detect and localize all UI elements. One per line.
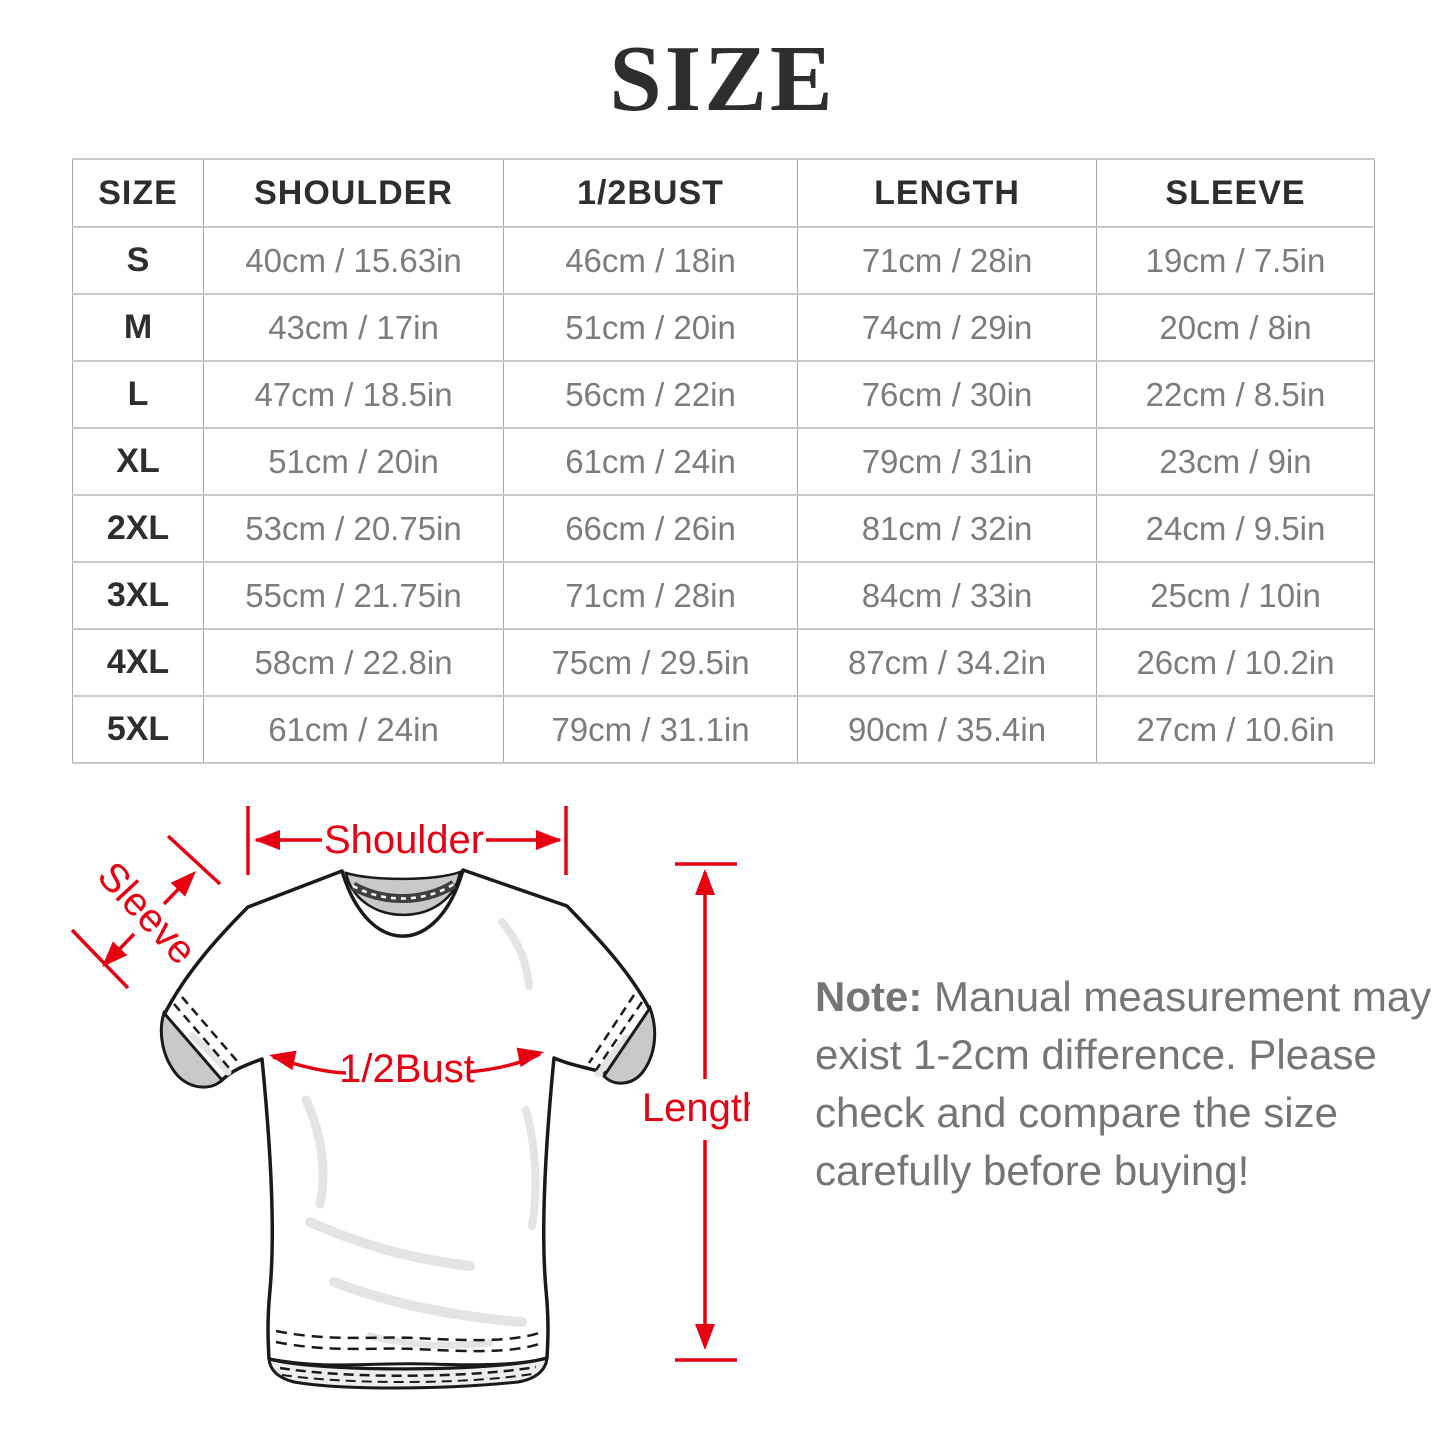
table-row: S 40cm / 15.63in 46cm / 18in 71cm / 28in 19c… xyxy=(72,226,1375,295)
table-row: 2XL 53cm / 20.75in 66cm / 26in 81cm / 32in 2… xyxy=(72,494,1375,563)
column-header: SLEEVE xyxy=(1096,158,1375,228)
measurement-cell: 22cm / 8.5in xyxy=(1096,360,1375,429)
note-line: carefully before buying! xyxy=(815,1147,1250,1194)
measurement-cell: 84cm / 33in xyxy=(797,561,1097,630)
measurement-note: Note: Manual measurement may exist 1-2cm … xyxy=(815,968,1435,1200)
note-line: Note: Manual measurement may xyxy=(815,973,1432,1020)
measurement-cell: 47cm / 18.5in xyxy=(203,360,504,429)
measurement-cell: 56cm / 22in xyxy=(503,360,798,429)
measurement-cell: 66cm / 26in xyxy=(503,494,798,563)
sleeve-label: Sleeve xyxy=(89,854,205,973)
size-label-cell: M xyxy=(72,293,204,362)
length-label: Length xyxy=(642,1086,750,1130)
left-cuff xyxy=(159,996,238,1089)
table-row: M 43cm / 17in 51cm / 20in 74cm / 29in 20cm /… xyxy=(72,293,1375,362)
size-label-cell: S xyxy=(72,226,204,295)
measurement-cell: 61cm / 24in xyxy=(503,427,798,496)
column-header: SHOULDER xyxy=(203,158,504,228)
measurement-cell: 40cm / 15.63in xyxy=(203,226,504,295)
tshirt-outline xyxy=(162,868,652,1371)
measurement-cell: 79cm / 31.1in xyxy=(503,695,798,764)
measurement-cell: 27cm / 10.6in xyxy=(1096,695,1375,764)
measurement-cell: 53cm / 20.75in xyxy=(203,494,504,563)
measurement-cell: 19cm / 7.5in xyxy=(1096,226,1375,295)
page-title: SIZE xyxy=(609,27,836,131)
measurement-cell: 79cm / 31in xyxy=(797,427,1097,496)
size-label-cell: 5XL xyxy=(72,695,204,764)
length-dimension-arrow: Length xyxy=(642,862,750,1362)
column-header: SIZE xyxy=(72,158,204,228)
note-line: check and compare the size xyxy=(815,1089,1338,1136)
shoulder-label: Shoulder xyxy=(324,818,484,862)
measurement-cell: 55cm / 21.75in xyxy=(203,561,504,630)
measurement-cell: 71cm / 28in xyxy=(797,226,1097,295)
size-label-cell: 3XL xyxy=(72,561,204,630)
size-label-cell: 4XL xyxy=(72,628,204,697)
measurement-cell: 51cm / 20in xyxy=(503,293,798,362)
measurement-cell: 75cm / 29.5in xyxy=(503,628,798,697)
measurement-cell: 25cm / 10in xyxy=(1096,561,1375,630)
table-row: L 47cm / 18.5in 56cm / 22in 76cm / 30in 22cm… xyxy=(72,360,1375,429)
table-row: 3XL 55cm / 21.75in 71cm / 28in 84cm / 33in 2… xyxy=(72,561,1375,630)
wrinkle-shading xyxy=(188,918,630,1349)
measurement-cell: 87cm / 34.2in xyxy=(797,628,1097,697)
table-row: 5XL 61cm / 24in 79cm / 31.1in 90cm / 35.4in… xyxy=(72,695,1375,764)
measurement-cell: 71cm / 28in xyxy=(503,561,798,630)
right-cuff xyxy=(587,994,657,1085)
column-header: 1/2BUST xyxy=(503,158,798,228)
table-row: XL 51cm / 20in 61cm / 24in 79cm / 31in 23cm … xyxy=(72,427,1375,496)
measurement-cell: 20cm / 8in xyxy=(1096,293,1375,362)
measurement-cell: 24cm / 9.5in xyxy=(1096,494,1375,563)
measurement-cell: 26cm / 10.2in xyxy=(1096,628,1375,697)
size-label-cell: XL xyxy=(72,427,204,496)
measurement-cell: 58cm / 22.8in xyxy=(203,628,504,697)
bust-label: 1/2Bust xyxy=(339,1047,475,1091)
measurement-cell: 81cm / 32in xyxy=(797,494,1097,563)
size-table-body: S 40cm / 15.63in 46cm / 18in 71cm / 28in 19c… xyxy=(72,226,1375,764)
shoulder-dimension-arrow: Shoulder xyxy=(246,806,568,875)
measurement-cell: 46cm / 18in xyxy=(503,226,798,295)
hem xyxy=(267,1329,549,1390)
measurement-cell: 43cm / 17in xyxy=(203,293,504,362)
measurement-cell: 74cm / 29in xyxy=(797,293,1097,362)
note-label: Note: xyxy=(815,973,923,1020)
size-table-header-row: SIZE SHOULDER 1/2BUST LENGTH SLEEVE xyxy=(72,158,1375,228)
measurement-cell: 61cm / 24in xyxy=(203,695,504,764)
size-label-cell: 2XL xyxy=(72,494,204,563)
collar xyxy=(344,870,462,916)
bust-dimension-arrow: 1/2Bust xyxy=(269,1047,544,1091)
column-header: LENGTH xyxy=(797,158,1097,228)
note-line: exist 1-2cm difference. Please xyxy=(815,1031,1377,1078)
size-label-cell: L xyxy=(72,360,204,429)
measurement-cell: 23cm / 9in xyxy=(1096,427,1375,496)
measurement-cell: 51cm / 20in xyxy=(203,427,504,496)
size-table: SIZE SHOULDER 1/2BUST LENGTH SLEEVE S 40cm / … xyxy=(72,158,1375,764)
tshirt-diagram: Shoulder Sleeve 1/2Bust xyxy=(70,780,750,1440)
table-row: 4XL 58cm / 22.8in 75cm / 29.5in 87cm / 34.2… xyxy=(72,628,1375,697)
measurement-cell: 90cm / 35.4in xyxy=(797,695,1097,764)
measurement-cell: 76cm / 30in xyxy=(797,360,1097,429)
